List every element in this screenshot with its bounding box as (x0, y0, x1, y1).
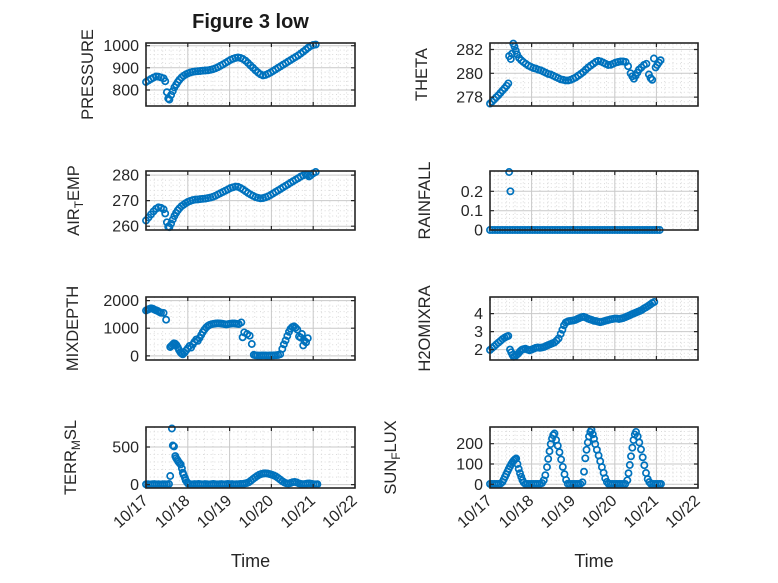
subplot-pressure: 800 900 1000 PRESSURE (79, 29, 356, 120)
tick-marks (145, 297, 356, 360)
tick-marks (489, 427, 699, 488)
minor-grid (490, 297, 698, 360)
axes-box (489, 42, 699, 107)
subplot-h2o: 234 H2OMIXRA (416, 285, 699, 372)
x-tick-label: 10/21 (621, 492, 662, 531)
airtemp-ylabel: AIRTEMP (65, 165, 86, 236)
major-grid (490, 427, 698, 488)
y-tick-label: 100 (456, 457, 483, 474)
sun-ylabel: SUNFLUX (382, 420, 403, 494)
y-tick-label: 800 (112, 83, 139, 100)
tick-marks (489, 171, 699, 231)
y-tick-label: 2000 (103, 293, 139, 310)
tick-marks (145, 43, 356, 106)
major-grid (490, 297, 698, 360)
tick-marks (489, 297, 699, 360)
y-tick-label: 500 (112, 440, 139, 457)
xlabel-time-left: Time (230, 551, 271, 571)
x-tick-label: 10/21 (278, 492, 319, 531)
terr-ylabel: TERRMSL (62, 420, 83, 495)
axes-box (489, 426, 699, 489)
subplot-rainfall: 0 0.1 0.2 RAINFALL (416, 162, 699, 240)
axes-box (489, 296, 699, 361)
y-tick-label: 3 (474, 324, 483, 341)
x-tick-label: 10/18 (152, 492, 193, 531)
theta-series-markers (486, 39, 665, 108)
figure-title: Figure 3 low (192, 11, 309, 33)
y-tick-label: 900 (112, 60, 139, 77)
subplot-sun: 0 100 200 10/17 10/18 10/19 10/20 10/21 10/22 SUN… (382, 420, 704, 531)
subplot-theta: 278 280 282 THETA (413, 39, 699, 108)
x-tick-label: 10/22 (663, 492, 704, 531)
x-tick-label: 10/18 (496, 492, 537, 531)
tick-marks (145, 171, 356, 230)
subplot-airtemp: 260 270 280 AIRTEMP (65, 165, 356, 236)
rainfall-ylabel: RAINFALL (416, 162, 434, 240)
plot-area (490, 43, 698, 106)
pressure-ylabel: PRESSURE (79, 29, 97, 120)
x-tick-label: 10/20 (579, 492, 620, 531)
x-tick-label: 10/19 (194, 492, 235, 531)
plot-area (490, 171, 698, 230)
y-tick-label: 4 (474, 306, 483, 323)
y-tick-label: 280 (112, 168, 139, 185)
x-tick-label: 10/20 (236, 492, 277, 531)
y-tick-label: 0 (474, 223, 483, 240)
major-grid (490, 171, 698, 230)
y-tick-label: 0 (130, 477, 139, 494)
y-tick-label: 270 (112, 193, 139, 210)
x-tick-label: 10/22 (320, 492, 361, 531)
major-grid (146, 427, 355, 488)
plot-area (146, 43, 355, 106)
tick-marks (145, 427, 356, 488)
y-tick-label: 0 (130, 348, 139, 365)
sun-series-markers (486, 425, 665, 488)
y-tick-label: 200 (456, 436, 483, 453)
mixdepth-ylabel: MIXDEPTH (64, 286, 82, 371)
minor-grid (146, 427, 355, 488)
theta-ylabel: THETA (413, 48, 431, 101)
y-tick-label: 278 (456, 90, 483, 107)
y-tick-label: 282 (456, 42, 483, 59)
mixdepth-series-markers (142, 304, 312, 360)
y-tick-label: 1000 (103, 38, 139, 55)
axes-box (489, 170, 699, 231)
xlabel-time-right: Time (574, 551, 614, 571)
subplot-mixdepth: 0 1000 2000 MIXDEPTH (64, 286, 356, 371)
y-tick-label: 0.2 (461, 184, 483, 201)
axes-box (145, 42, 356, 107)
axes-box (145, 426, 356, 489)
y-tick-label: 260 (112, 219, 139, 236)
tick-marks (489, 43, 699, 106)
pressure-series-markers (142, 40, 320, 104)
x-tick-label: 10/17 (455, 492, 496, 531)
h2o-series-markers (486, 297, 659, 361)
h2o-ylabel: H2OMIXRA (416, 285, 434, 371)
y-tick-label: 0 (474, 477, 483, 494)
subplot-terr: 0 500 10/17 10/18 10/19 10/20 10/21 10/22 TERRMS… (62, 420, 361, 532)
y-tick-label: 1000 (103, 321, 139, 338)
airtemp-series-markers (142, 168, 320, 232)
y-tick-label: 2 (474, 342, 483, 359)
y-tick-label: 280 (456, 66, 483, 83)
x-tick-label: 10/17 (111, 492, 152, 531)
x-tick-label: 10/19 (538, 492, 579, 531)
y-tick-label: 0.1 (461, 203, 483, 220)
